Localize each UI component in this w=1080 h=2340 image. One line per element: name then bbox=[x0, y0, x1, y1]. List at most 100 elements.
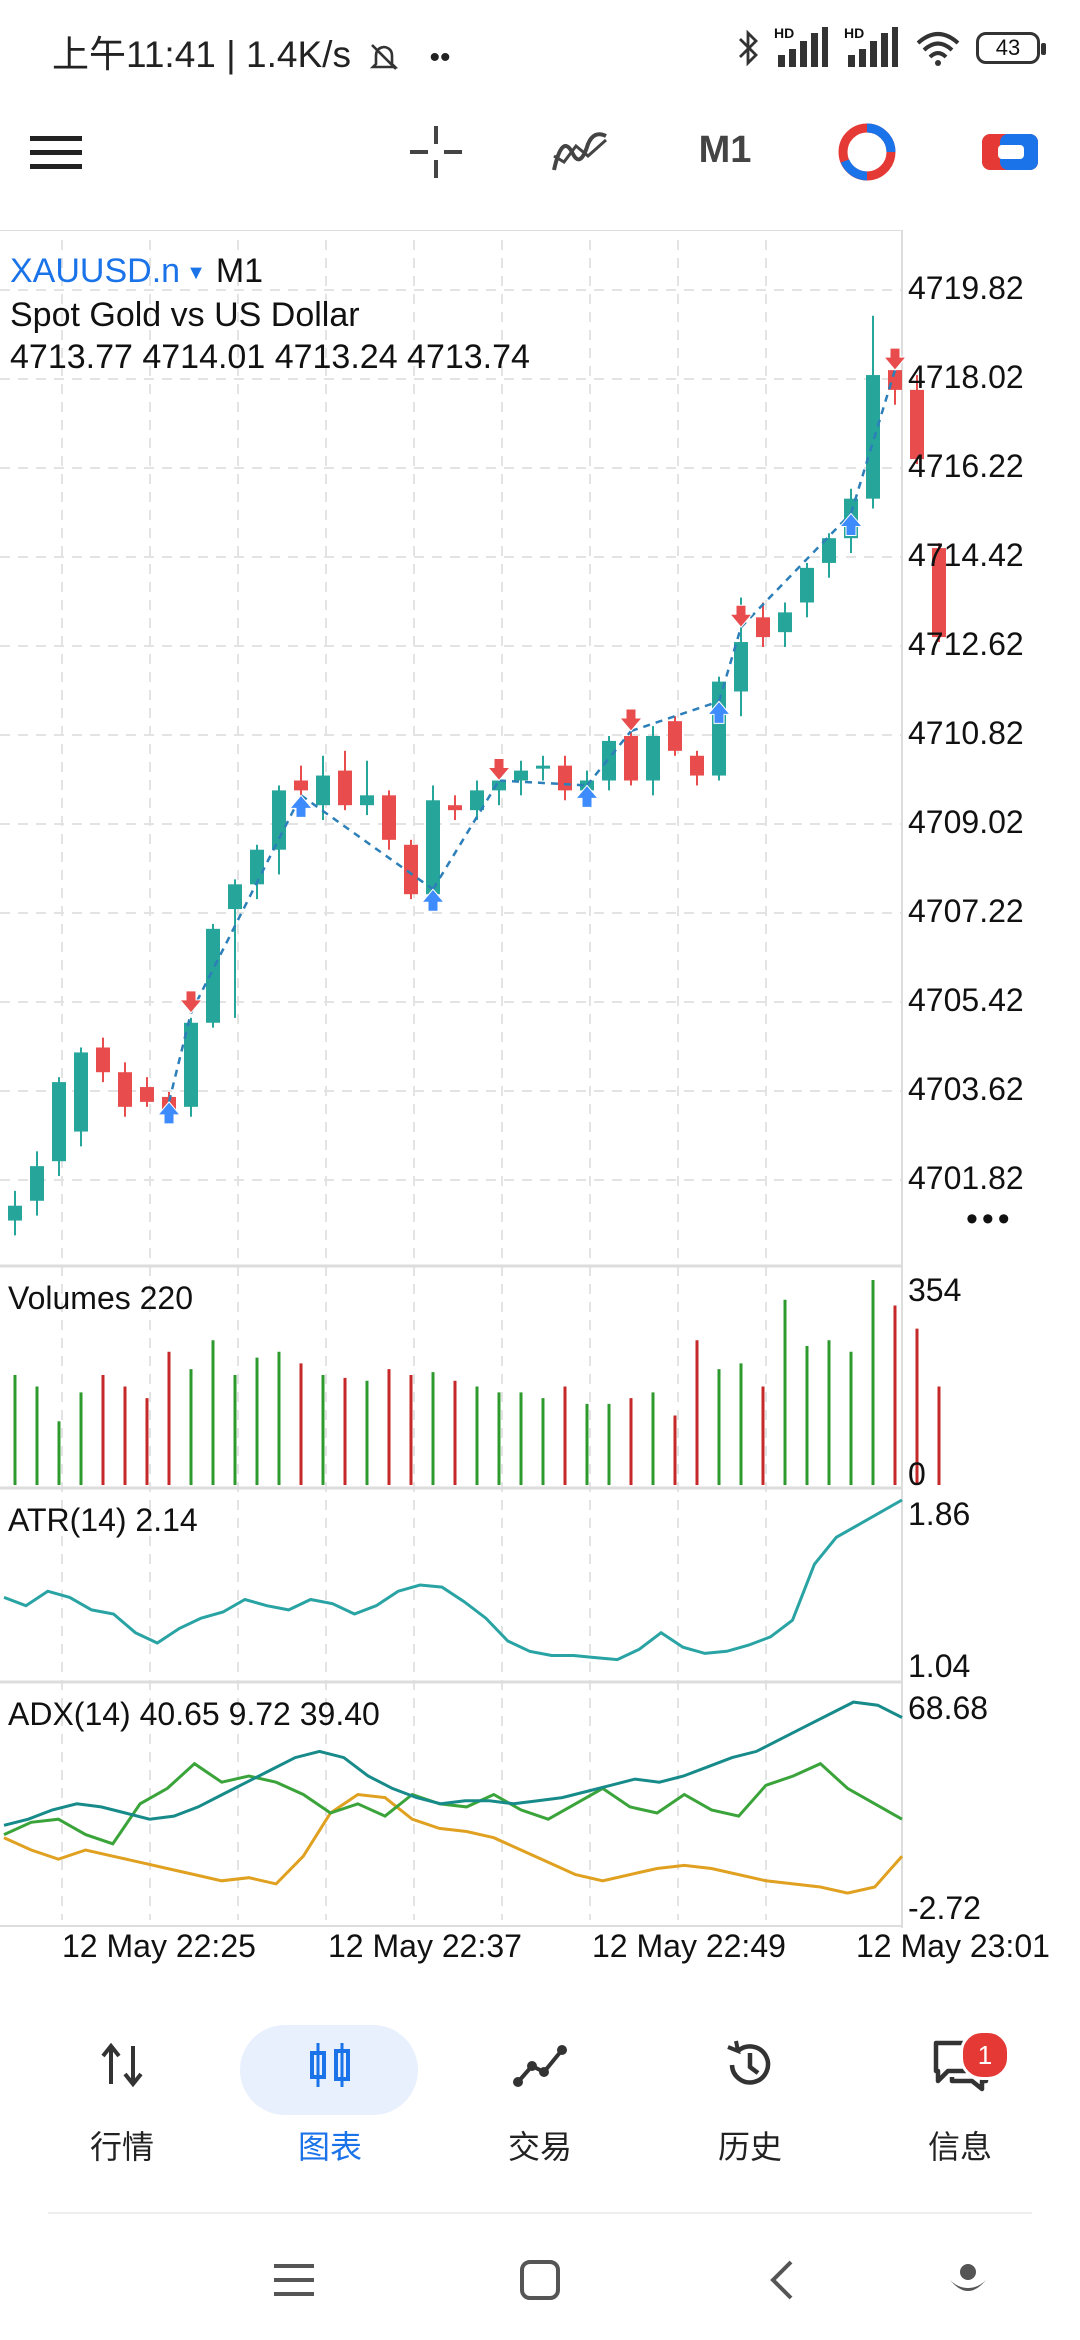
nav-history[interactable]: 历史 bbox=[660, 2020, 840, 2180]
signal-2-label: HD bbox=[844, 25, 865, 41]
nav-history-label: 历史 bbox=[717, 2129, 782, 2165]
battery-icon: 43 bbox=[976, 32, 1046, 64]
signal-1: HD bbox=[774, 25, 830, 69]
atr-max: 1.86 bbox=[908, 1496, 971, 1532]
symbol-name[interactable]: XAUUSD.n bbox=[10, 252, 181, 290]
price-tick: 4709.02 bbox=[908, 804, 1024, 840]
status-left: 上午11:41 | 1.4K/s •• bbox=[52, 24, 451, 78]
nav-messages[interactable]: 信息 bbox=[870, 2020, 1050, 2180]
recent-apps-icon bbox=[274, 2264, 314, 2296]
trade-line bbox=[740, 512, 852, 629]
signal-1-label: HD bbox=[774, 25, 795, 41]
nav-quotes[interactable]: 行情 bbox=[32, 2020, 212, 2180]
candle bbox=[206, 928, 220, 1023]
nav-messages-label: 信息 bbox=[927, 2129, 992, 2165]
recent-apps-button[interactable] bbox=[254, 2250, 334, 2310]
buy-arrow-icon bbox=[156, 1101, 182, 1125]
menu-icon bbox=[30, 136, 82, 169]
mute-icon bbox=[370, 44, 399, 71]
trade-line bbox=[498, 779, 588, 787]
chart-grid bbox=[0, 240, 902, 1920]
price-tick: 4718.02 bbox=[908, 359, 1024, 395]
candle bbox=[492, 780, 506, 791]
assistant-button[interactable] bbox=[928, 2250, 1008, 2310]
atr-line bbox=[3, 1498, 903, 1662]
atr-line bbox=[3, 1498, 903, 1662]
candle bbox=[272, 790, 286, 850]
more-options-icon[interactable]: ••• bbox=[966, 1200, 1014, 1238]
candle bbox=[360, 795, 374, 806]
candle bbox=[426, 800, 440, 895]
chart-canvas[interactable] bbox=[0, 230, 1080, 1980]
buy-arrow-icon bbox=[574, 784, 600, 808]
indicators-button[interactable] bbox=[548, 96, 612, 208]
adx-line bbox=[3, 1700, 903, 1827]
candle bbox=[118, 1072, 132, 1107]
trade-button[interactable] bbox=[978, 96, 1042, 208]
header-timeframe: M1 bbox=[215, 252, 264, 290]
chart-toolbar: M1 bbox=[0, 96, 1080, 228]
plus-di-line bbox=[3, 1761, 903, 1846]
status-time: 上午11:41 bbox=[52, 34, 216, 75]
sell-arrow-icon bbox=[618, 708, 644, 732]
trade-lines bbox=[167, 369, 897, 1103]
battery-level: 43 bbox=[995, 35, 1021, 60]
candle bbox=[228, 884, 242, 910]
status-bar: 上午11:41 | 1.4K/s •• HD HD 43 bbox=[0, 0, 1080, 96]
price-tick: 4703.62 bbox=[908, 1071, 1024, 1107]
one-click-trading-icon bbox=[838, 123, 896, 181]
ohlc-values: 4713.77 4714.01 4713.24 4713.74 bbox=[10, 338, 530, 377]
volumes-min: 0 bbox=[908, 1456, 926, 1492]
candle bbox=[382, 795, 396, 840]
candle bbox=[712, 681, 726, 776]
candle bbox=[602, 740, 616, 781]
candle bbox=[316, 775, 330, 806]
adx-label: ADX(14) 40.65 9.72 39.40 bbox=[8, 1696, 380, 1732]
home-button[interactable] bbox=[500, 2250, 580, 2310]
one-click-trading-button[interactable] bbox=[836, 96, 898, 208]
bluetooth-icon bbox=[739, 29, 758, 67]
candle bbox=[558, 765, 572, 791]
volume-bars bbox=[13, 1280, 941, 1485]
trade-line bbox=[630, 700, 720, 733]
nav-chart[interactable]: 图表 bbox=[240, 2020, 420, 2180]
candle bbox=[910, 389, 924, 460]
candle bbox=[624, 735, 638, 781]
sell-arrow-icon bbox=[178, 990, 204, 1014]
trade-line bbox=[586, 730, 632, 787]
timeframe-button[interactable]: M1 bbox=[698, 128, 752, 171]
nav-divider bbox=[48, 2212, 1032, 2214]
candle bbox=[96, 1047, 110, 1073]
candle bbox=[756, 617, 770, 638]
candle bbox=[30, 1166, 44, 1201]
candle bbox=[866, 375, 880, 499]
back-button[interactable] bbox=[742, 2250, 822, 2310]
candle bbox=[778, 612, 792, 633]
indicators-icon bbox=[552, 132, 607, 171]
home-icon bbox=[520, 2260, 560, 2300]
candle bbox=[514, 770, 528, 781]
menu-button[interactable] bbox=[22, 96, 90, 208]
time-tick: 12 May 23:01 bbox=[856, 1928, 1050, 1964]
symbol-caret-icon[interactable]: ▼ bbox=[186, 262, 206, 285]
atr-min: 1.04 bbox=[908, 1648, 971, 1684]
panel-borders bbox=[0, 230, 903, 1928]
trade-line bbox=[189, 794, 303, 1014]
candles bbox=[8, 315, 946, 1236]
chart-header: XAUUSD.n ▼ M1 Spot Gold vs US Dollar 4713.… bbox=[10, 250, 530, 378]
crosshair-button[interactable] bbox=[406, 96, 466, 208]
candle bbox=[646, 735, 660, 781]
minus-di-line bbox=[3, 1792, 904, 1895]
history-icon bbox=[727, 2040, 771, 2085]
time-tick: 12 May 22:25 bbox=[62, 1928, 256, 1964]
active-tab-highlight bbox=[240, 2025, 418, 2115]
candle bbox=[690, 755, 704, 776]
price-tick: 4705.42 bbox=[908, 982, 1024, 1018]
trade-arrows bbox=[156, 347, 908, 1125]
symbol-row[interactable]: XAUUSD.n ▼ M1 bbox=[10, 250, 530, 294]
nav-trade[interactable]: 交易 bbox=[450, 2020, 630, 2180]
nav-trade-label: 交易 bbox=[507, 2129, 572, 2165]
sell-arrow-icon bbox=[882, 347, 908, 371]
system-navigation bbox=[0, 2220, 1080, 2340]
chart-icon bbox=[310, 2043, 350, 2087]
